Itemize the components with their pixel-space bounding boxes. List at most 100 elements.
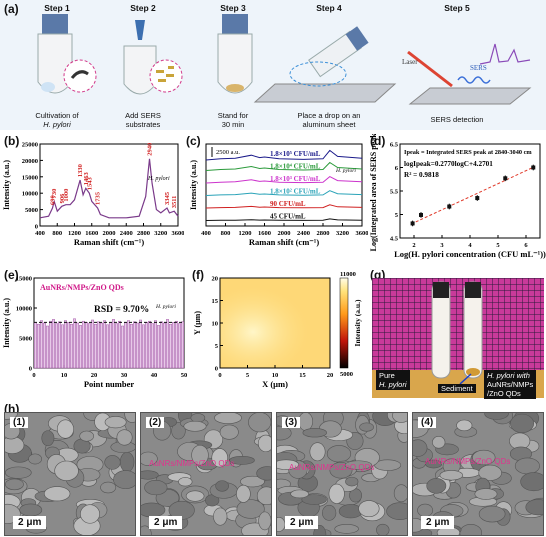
sem-texture-4 <box>413 413 543 535</box>
step-4-title: Step 4 <box>316 3 342 13</box>
sem-texture-1 <box>5 413 135 535</box>
x-tick-label: 2400 <box>120 230 133 237</box>
sem-grain <box>104 416 127 429</box>
bar <box>100 322 103 369</box>
sem-grain <box>5 436 25 454</box>
x-tick-label: 400 <box>201 230 211 237</box>
y-tick-label: 20000 <box>22 158 38 165</box>
sem-grain <box>359 422 374 432</box>
bar <box>43 322 46 369</box>
bar <box>106 324 109 369</box>
x-tick-label: 3600 <box>356 230 369 237</box>
sediment-arrow <box>459 373 472 385</box>
x-axis-label: Raman shift (cm⁻¹) <box>74 237 144 247</box>
sem-grain <box>472 449 496 466</box>
y-tick-label: 15000 <box>22 174 38 181</box>
legend-label: H. pylori <box>155 304 176 310</box>
x-tick-label: 40 <box>151 372 158 379</box>
series-label: 90 CFU/mL <box>270 200 306 208</box>
step-4-caption-line1: Place a drop on an <box>297 111 361 120</box>
sem-texture-3 <box>277 413 407 535</box>
x-tick-label: 2800 <box>137 230 150 237</box>
sem-grain <box>56 419 74 439</box>
sem-grain <box>54 460 79 481</box>
sem-grain <box>104 455 121 470</box>
x-tick-label: 1200 <box>68 230 81 237</box>
plot-frame <box>399 143 541 239</box>
bar <box>175 320 178 369</box>
sem-grain <box>484 413 509 420</box>
sem-grain <box>301 494 327 505</box>
tube-complex-sediment <box>466 368 480 376</box>
series-label: 1.8×10³ CFU/mL <box>270 175 321 183</box>
y-tick-label: 10000 <box>22 191 38 198</box>
bar <box>88 323 91 369</box>
sem-grain <box>456 419 473 432</box>
x-tick-label: 2800 <box>317 230 330 237</box>
sers-spectrum-icon <box>479 43 531 65</box>
step-3-caption-line1: Stand for <box>217 111 249 120</box>
sem-grain <box>298 413 313 431</box>
sem-grain <box>124 413 135 423</box>
bar <box>82 320 85 369</box>
sem-grain <box>459 523 483 535</box>
sem-grain <box>183 420 207 432</box>
x-tick-label: 15 <box>299 372 306 379</box>
label-complex-line3: /ZnO QDs <box>487 389 521 398</box>
sem-grain <box>80 504 100 524</box>
series-line <box>205 176 363 184</box>
y-tick-label: 6 <box>395 165 399 172</box>
sem-number-1: (1) <box>10 417 29 428</box>
workflow-illustration: Laser SERS <box>37 14 532 105</box>
sem-grain <box>211 448 228 468</box>
sem-number-3: (3) <box>282 417 301 428</box>
culture-drop <box>41 82 55 92</box>
step-2-caption-line2: substrates <box>125 120 161 129</box>
y-axis-label: Intensity (a.u.) <box>189 160 198 210</box>
colorbar <box>339 277 349 369</box>
x-tick-label: 10 <box>61 372 68 379</box>
series-label: 1.8×10² CFU/mL <box>270 188 321 196</box>
sem-grain <box>119 451 135 473</box>
series-line <box>205 190 363 196</box>
y-tick-label: 15000 <box>16 276 32 283</box>
y-tick-label: 10 <box>212 321 219 328</box>
sem-grain <box>236 484 251 503</box>
sem-grain <box>277 517 286 532</box>
panel-a-label: (a) <box>4 2 19 16</box>
tilted-tube <box>308 26 369 78</box>
legend-label: H. pylori <box>335 168 356 174</box>
sem-grain <box>358 500 380 518</box>
sem-grain <box>257 434 271 453</box>
scale-bar-4: 2 μm <box>421 516 455 529</box>
sem-grain <box>28 453 42 465</box>
sem-grain <box>144 480 168 496</box>
sem-grain <box>185 490 205 502</box>
bar <box>181 321 184 369</box>
peak-label: 3345 <box>164 191 171 205</box>
legend-label: H. pylori <box>147 176 170 182</box>
sem-grain <box>520 472 543 492</box>
sem-image-3: (3) AuNRs/NMPs/ZnO QDs 2 μm <box>276 412 408 536</box>
x-tick-label: 2000 <box>103 230 116 237</box>
bar <box>70 323 73 369</box>
step-3: Step 3 <box>178 3 288 13</box>
sem-grain <box>376 523 390 535</box>
scale-bar-label: 2500 a.u. <box>216 149 240 156</box>
bar <box>34 322 37 369</box>
y-tick-label: 25000 <box>22 142 38 149</box>
x-tick-label: 6 <box>524 242 528 249</box>
y-tick-label: 5000 <box>19 336 32 343</box>
sem-grain <box>302 427 327 438</box>
x-tick-label: 2400 <box>297 230 310 237</box>
step-4: Step 4 <box>274 3 384 13</box>
bar <box>121 325 124 369</box>
equation-3: R² = 0.9818 <box>404 171 439 179</box>
x-tick-label: 3 <box>440 242 444 249</box>
x-tick-label: 1200 <box>239 230 252 237</box>
scale-bar-2: 2 μm <box>149 516 183 529</box>
sem-grain <box>248 413 271 433</box>
bar <box>103 320 106 369</box>
panel-f-label: (f) <box>192 268 204 282</box>
fit-line <box>410 166 535 225</box>
